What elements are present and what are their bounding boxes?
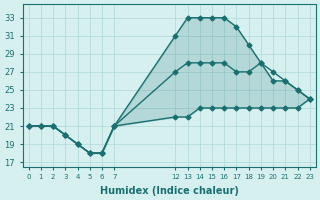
X-axis label: Humidex (Indice chaleur): Humidex (Indice chaleur) — [100, 186, 239, 196]
